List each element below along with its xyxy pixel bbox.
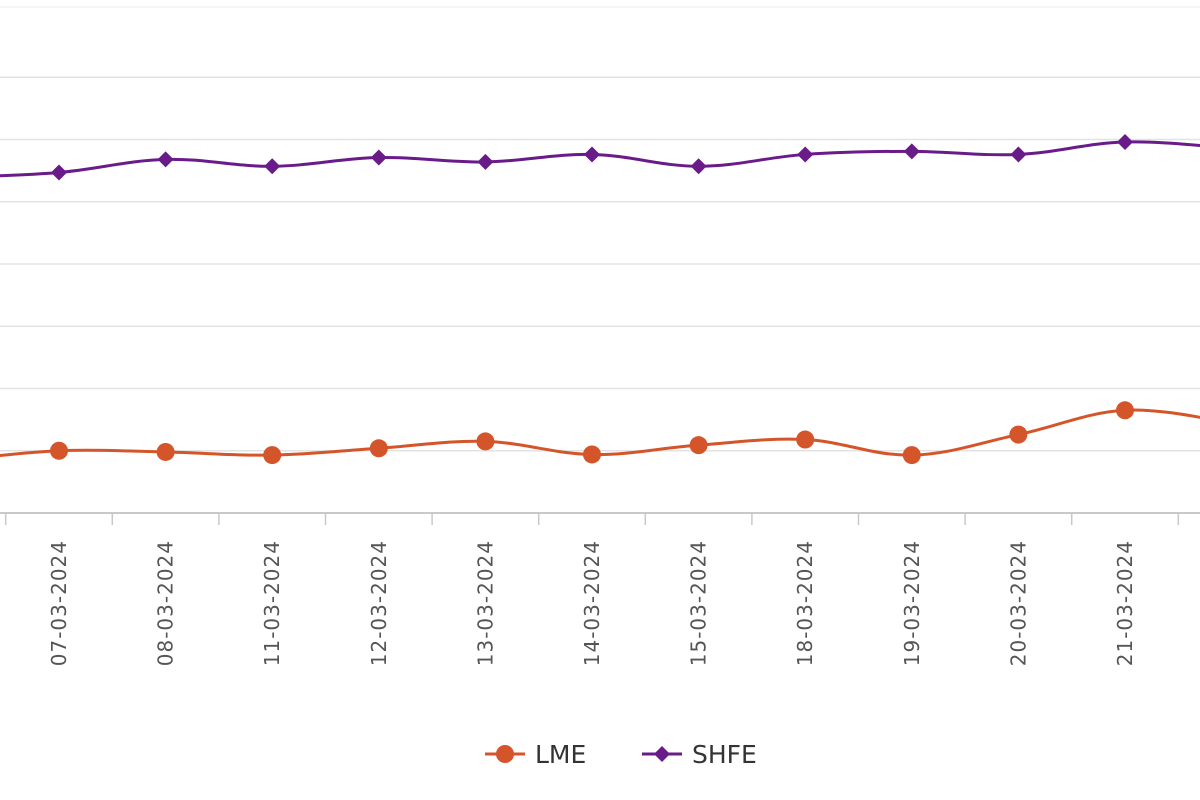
data-point [370, 149, 387, 166]
data-point [476, 432, 495, 451]
series-shfe [0, 133, 1200, 181]
data-point [797, 146, 814, 163]
x-tick-label: 07-03-2024 [47, 540, 71, 666]
x-tick-label: 11-03-2024 [260, 540, 284, 666]
data-point [689, 436, 708, 455]
data-point [477, 153, 494, 170]
x-tick-label: 14-03-2024 [580, 540, 604, 666]
series-lme [0, 401, 1200, 465]
legend-item-shfe: SHFE [642, 740, 757, 769]
data-point [796, 430, 815, 449]
data-point [369, 439, 388, 458]
legend-marker [654, 746, 670, 762]
x-tick-label: 13-03-2024 [473, 540, 497, 666]
legend-marker [496, 745, 514, 763]
data-point [157, 151, 174, 168]
data-point [50, 441, 68, 460]
data-point [51, 164, 67, 181]
data-point [1117, 133, 1133, 150]
data-point [156, 442, 175, 461]
data-point [1116, 401, 1134, 420]
x-axis: 07-03-2024 08-03-2024 11-03-2024 12-03-2024… [0, 512, 1200, 666]
data-point [583, 445, 601, 464]
x-tick-label: 21-03-2024 [1113, 540, 1137, 666]
legend: LME SHFE [485, 740, 757, 769]
legend-label: SHFE [692, 740, 757, 769]
series-layer [0, 133, 1200, 465]
x-tick-label: 15-03-2024 [687, 540, 711, 666]
data-point [1009, 425, 1028, 444]
x-tick-label: 19-03-2024 [900, 540, 924, 666]
legend-label: LME [535, 740, 586, 769]
data-point [903, 143, 920, 160]
x-tick-label: 12-03-2024 [367, 540, 391, 666]
x-tick-label: 18-03-2024 [793, 540, 817, 666]
data-point [690, 158, 707, 175]
legend-item-lme: LME [485, 740, 586, 769]
x-tick-label: 08-03-2024 [154, 540, 178, 666]
grid-lines [0, 6, 1200, 452]
data-point [264, 158, 281, 175]
data-point [584, 146, 600, 163]
data-point [902, 446, 921, 465]
x-tick-label: 20-03-2024 [1006, 540, 1030, 666]
data-point [263, 446, 282, 465]
data-point [1010, 146, 1027, 163]
